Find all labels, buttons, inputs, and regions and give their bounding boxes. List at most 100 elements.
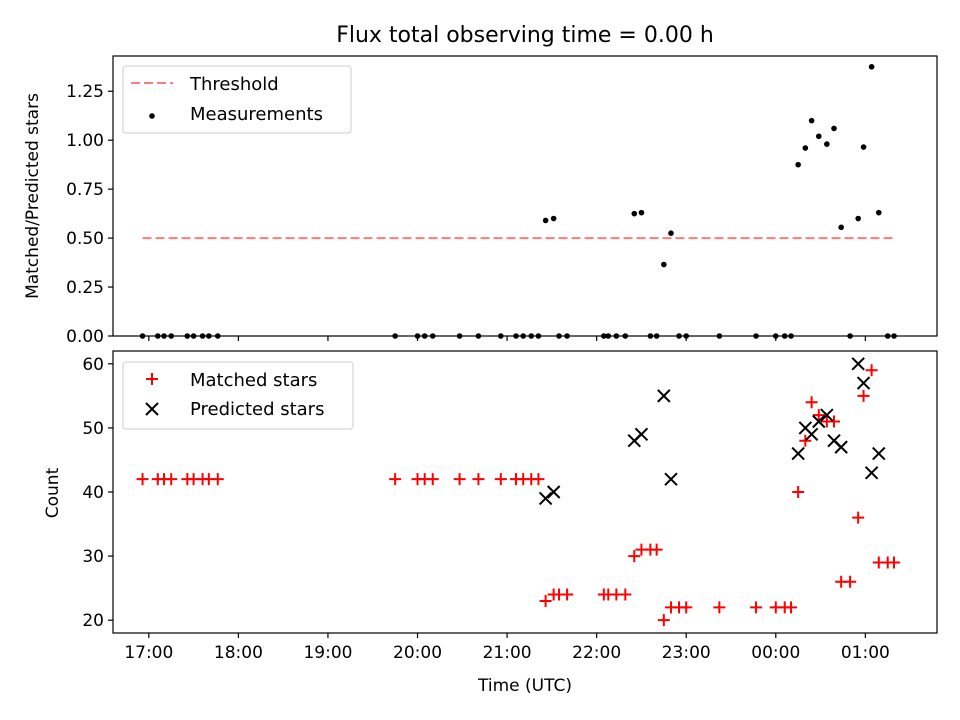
top-y-axis-label: Matched/Predicted stars bbox=[23, 93, 43, 299]
matched-star-point bbox=[865, 364, 878, 377]
matched-star-point bbox=[426, 473, 439, 486]
matched-star-point bbox=[136, 473, 149, 486]
legend-matched-label: Matched stars bbox=[190, 370, 317, 391]
predicted-star-point bbox=[657, 389, 671, 403]
predicted-star-point bbox=[851, 357, 865, 371]
x-axis-label: Time (UTC) bbox=[477, 676, 572, 696]
predicted-star-point bbox=[834, 440, 848, 454]
x-tick-label: 01:00 bbox=[841, 643, 890, 663]
x-tick-label: 21:00 bbox=[483, 643, 532, 663]
predicted-star-point bbox=[856, 376, 871, 390]
matched-star-point bbox=[799, 434, 812, 447]
measurement-point bbox=[860, 144, 867, 150]
predicted-star-point bbox=[820, 408, 834, 422]
matched-star-point bbox=[532, 473, 545, 486]
measurement-point bbox=[831, 125, 837, 132]
matched-star-point bbox=[657, 614, 670, 627]
predicted-star-point bbox=[804, 427, 819, 442]
predicted-star-point bbox=[634, 427, 649, 442]
bottom-y-axis-label: Count bbox=[43, 467, 63, 518]
legend-measurements-swatch bbox=[149, 113, 155, 119]
measurement-point bbox=[815, 133, 822, 140]
matched-star-point bbox=[494, 473, 507, 486]
legend-matched-swatch bbox=[146, 373, 158, 385]
bottom-x-axis: 17:00 18:00 19:00 20:00 21:00 22:00 23:00 00:00… bbox=[124, 633, 890, 663]
x-tick-label: 22:00 bbox=[572, 643, 621, 663]
measurement-point bbox=[661, 261, 667, 268]
matched-star-point bbox=[828, 415, 840, 428]
matched-star-point bbox=[785, 601, 798, 614]
top-axes-frame bbox=[112, 55, 938, 337]
matched-star-point bbox=[857, 389, 870, 402]
matched-star-point bbox=[888, 556, 901, 569]
matched-star-point bbox=[165, 473, 178, 486]
predicted-star-point bbox=[664, 472, 678, 486]
top-panel: 0.00 0.25 0.50 0.75 1.00 1.25 Matched/Predict… bbox=[23, 55, 938, 347]
top-legend-box bbox=[122, 65, 352, 134]
top-legend[interactable]: Threshold Measurements bbox=[122, 65, 352, 134]
top-y-tick-label: 1.25 bbox=[66, 82, 104, 102]
measurement-point bbox=[855, 215, 861, 222]
x-tick-label: 23:00 bbox=[662, 643, 711, 663]
matched-star-point bbox=[619, 588, 632, 601]
bottom-y-tick-label: 50 bbox=[82, 419, 104, 439]
top-y-tick-label: 1.00 bbox=[66, 131, 104, 151]
matched-star-point bbox=[453, 473, 466, 486]
predicted-star-point bbox=[812, 414, 826, 429]
legend-predicted-swatch bbox=[145, 402, 159, 416]
matched-star-point bbox=[211, 473, 224, 486]
measurement-point bbox=[875, 209, 882, 216]
predicted-star-point bbox=[791, 446, 805, 461]
top-y-tick-label: 0.00 bbox=[66, 327, 104, 347]
matched-star-point bbox=[812, 409, 825, 422]
x-tick-label: 18:00 bbox=[214, 643, 263, 663]
bottom-y-axis: 20 30 40 50 60 bbox=[82, 355, 113, 631]
measurement-point bbox=[838, 224, 844, 231]
top-x-ticks bbox=[148, 336, 866, 341]
legend-measurements-label: Measurements bbox=[190, 104, 323, 125]
matched-star-point bbox=[750, 601, 763, 614]
matched-star-point bbox=[472, 473, 485, 486]
predicted-star-point bbox=[538, 491, 553, 506]
top-y-tick-label: 0.75 bbox=[66, 180, 104, 200]
bottom-panel: 20 30 40 50 60 17:00 18:00 19:00 20:00 21:00 22:0… bbox=[43, 350, 938, 696]
bottom-y-tick-label: 20 bbox=[82, 611, 104, 631]
legend-predicted-label: Predicted stars bbox=[190, 399, 324, 420]
matched-star-point bbox=[539, 594, 552, 607]
x-tick-label: 19:00 bbox=[303, 643, 352, 663]
bottom-y-tick-label: 60 bbox=[82, 355, 104, 375]
bottom-y-tick-label: 40 bbox=[82, 483, 104, 503]
top-y-tick-label: 0.50 bbox=[66, 229, 104, 249]
matched-star-point bbox=[792, 486, 805, 498]
measurement-point bbox=[668, 230, 674, 237]
top-y-tick-label: 0.25 bbox=[66, 278, 104, 298]
measurement-point bbox=[802, 145, 809, 151]
matched-star-point bbox=[561, 588, 574, 601]
predicted-star-point bbox=[864, 466, 879, 480]
matched-star-point bbox=[389, 473, 402, 486]
measurement-point bbox=[868, 63, 875, 70]
bottom-legend[interactable]: Matched stars Predicted stars bbox=[122, 361, 354, 430]
measurement-point bbox=[542, 217, 549, 224]
predicted-star-point bbox=[872, 446, 886, 461]
measurement-point bbox=[550, 215, 557, 222]
bottom-legend-box bbox=[122, 361, 354, 430]
matched-star-point bbox=[680, 601, 693, 614]
matched-star-point bbox=[628, 550, 641, 563]
matched-star-point bbox=[852, 511, 865, 524]
matched-star-point bbox=[713, 601, 726, 614]
matched-star-point bbox=[650, 543, 663, 556]
predicted-star-point bbox=[546, 485, 561, 499]
chart-title: Flux total observing time = 0.00 h bbox=[336, 23, 714, 48]
x-tick-label: 00:00 bbox=[751, 643, 800, 663]
legend-threshold-label: Threshold bbox=[189, 74, 279, 95]
matched-star-point bbox=[805, 396, 818, 409]
measurement-point bbox=[638, 209, 645, 216]
x-tick-label: 17:00 bbox=[124, 643, 173, 663]
measurement-point bbox=[808, 117, 815, 124]
measurement-point bbox=[795, 161, 801, 168]
x-tick-label: 20:00 bbox=[393, 643, 442, 663]
measurement-point bbox=[824, 141, 830, 147]
bottom-plot-area bbox=[136, 357, 901, 627]
